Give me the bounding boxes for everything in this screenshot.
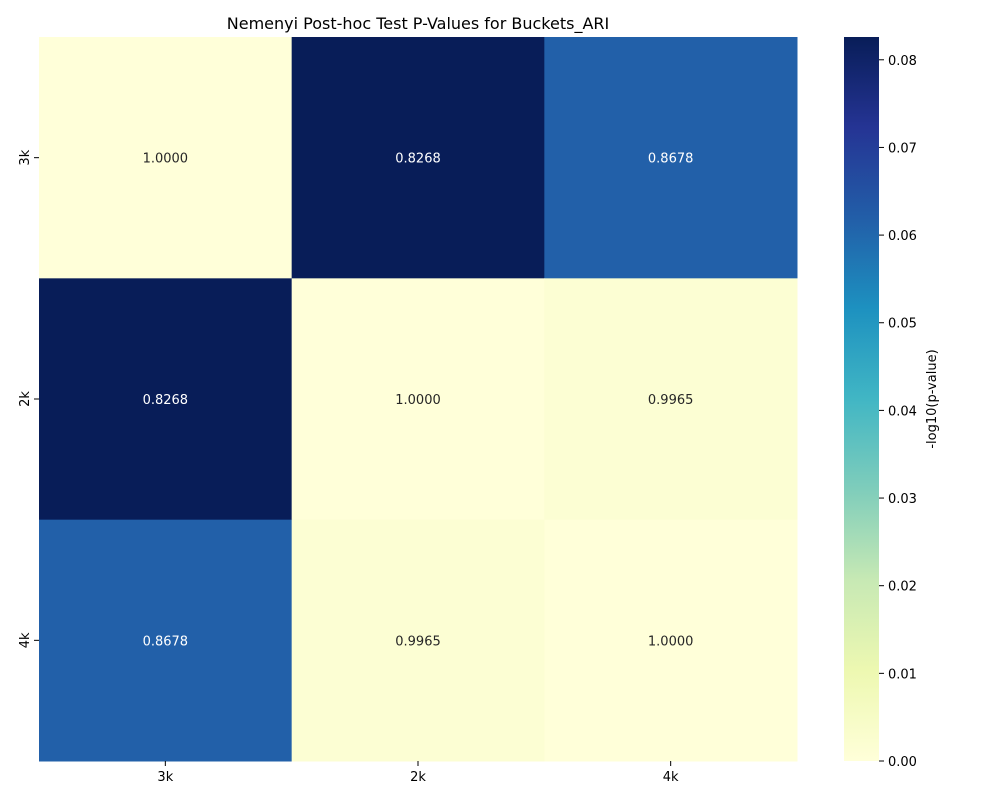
- heatmap-cell: [544, 278, 798, 521]
- heatmap-cell: [39, 278, 293, 521]
- heatmap-cell: [291, 278, 545, 521]
- heatmap-cell: [39, 37, 293, 279]
- colorbar-tick-label: 0.02: [888, 580, 917, 595]
- cell-annotation: 0.8678: [648, 152, 694, 167]
- x-axis-ticks: 3k 2k 4k: [157, 761, 679, 785]
- colorbar-tick-label: 0.06: [888, 229, 917, 244]
- colorbar: [844, 37, 879, 761]
- colorbar-tick-label: 0.08: [888, 54, 917, 69]
- y-tick-label: 2k: [18, 391, 33, 407]
- cell-annotation: 0.8268: [143, 393, 189, 408]
- heatmap-cell: [39, 519, 293, 762]
- heatmap-cell: [291, 519, 545, 762]
- colorbar-label: -log10(p-value): [925, 349, 940, 448]
- heatmap-cell: [544, 37, 798, 279]
- colorbar-tick-label: 0.00: [888, 755, 917, 770]
- cell-annotation: 0.8678: [143, 634, 189, 649]
- cell-annotation: 0.9965: [395, 634, 441, 649]
- x-tick-label: 3k: [157, 770, 173, 785]
- cell-annotation: 0.9965: [648, 393, 694, 408]
- heatmap-cell: [544, 519, 798, 762]
- y-tick-label: 3k: [18, 149, 33, 165]
- y-axis-ticks: 3k 2k 4k: [18, 149, 39, 648]
- x-tick-label: 4k: [663, 770, 679, 785]
- colorbar-tick-label: 0.03: [888, 492, 917, 507]
- heatmap-cells: 1.0000 0.8268 0.8678 0.8268 1.0000 0.9965 0.86…: [39, 37, 798, 762]
- chart-title: Nemenyi Post-hoc Test P-Values for Bucke…: [227, 14, 609, 34]
- cell-annotation: 0.8268: [395, 152, 441, 167]
- cell-annotation: 1.0000: [648, 634, 694, 649]
- heatmap-cell: [291, 37, 545, 279]
- colorbar-tick-label: 0.01: [888, 667, 917, 682]
- colorbar-tick-label: 0.07: [888, 141, 917, 156]
- cell-annotation: 1.0000: [143, 152, 189, 167]
- y-tick-label: 4k: [18, 632, 33, 648]
- colorbar-tick-label: 0.05: [888, 317, 917, 332]
- cell-annotation: 1.0000: [395, 393, 441, 408]
- colorbar-tick-label: 0.04: [888, 404, 917, 419]
- x-tick-label: 2k: [410, 770, 426, 785]
- colorbar-ticks: 0.00 0.01 0.02 0.03 0.04 0.05 0.06 0.07 0.08: [879, 54, 917, 770]
